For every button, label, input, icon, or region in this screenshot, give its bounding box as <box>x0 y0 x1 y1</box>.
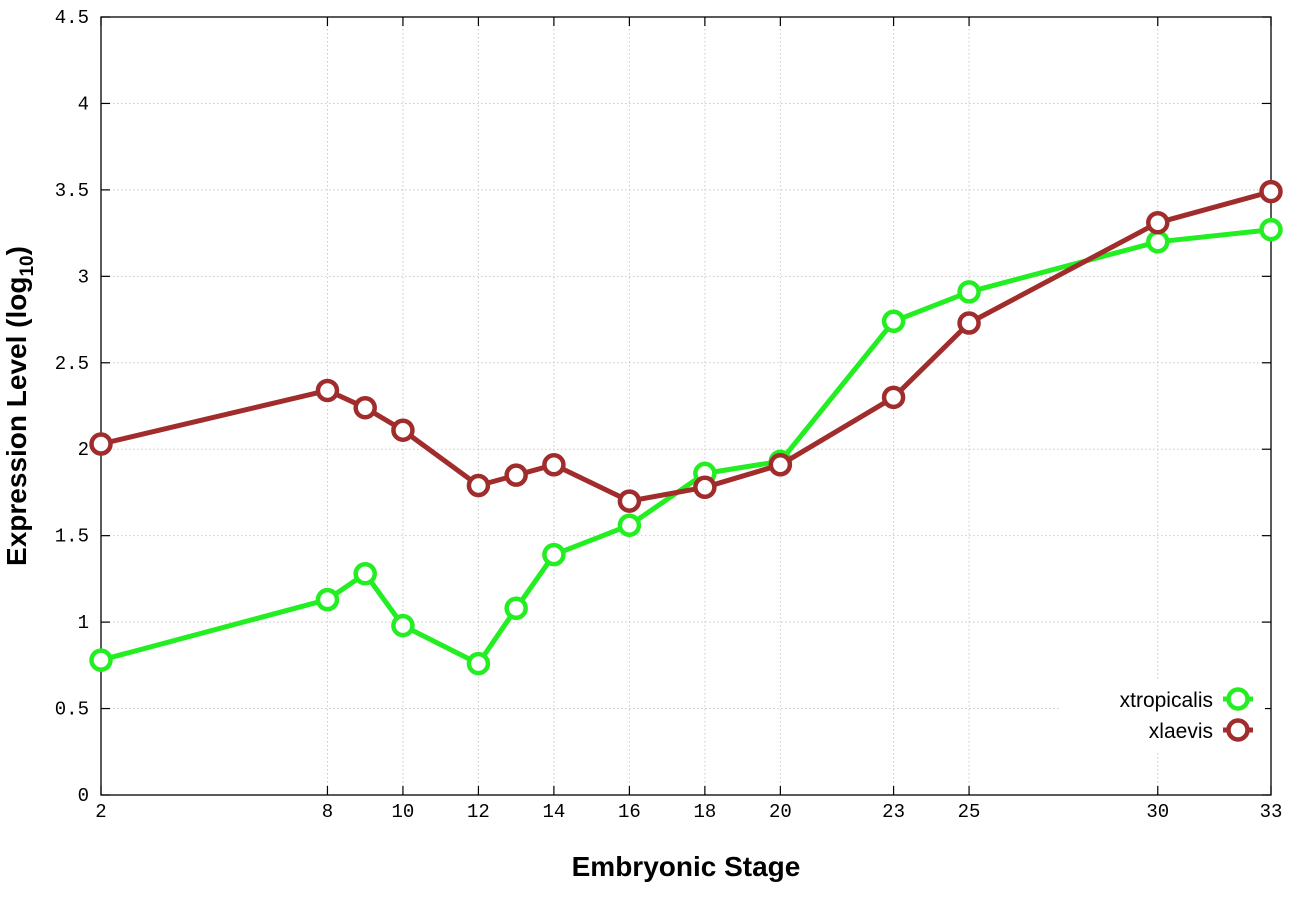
x-tick-label: 16 <box>618 801 641 823</box>
data-point-xtropicalis <box>617 513 642 538</box>
series-line-xtropicalis <box>100 227 1272 667</box>
y-tick-label: 4 <box>78 93 89 115</box>
data-point-xlaevis <box>881 385 906 410</box>
data-point-xtropicalis <box>1259 217 1283 242</box>
legend-label-xtropicalis: xtropicalis <box>1120 689 1213 712</box>
data-point-xlaevis <box>768 453 793 477</box>
data-point-xlaevis <box>353 395 377 420</box>
data-point-xlaevis <box>957 311 981 335</box>
y-tick-label: 2.5 <box>55 353 89 375</box>
data-point-xlaevis <box>315 378 340 403</box>
y-axis-title-close: ) <box>1 246 32 255</box>
y-tick-label: 3.5 <box>55 180 89 202</box>
x-tick-label: 18 <box>693 801 716 823</box>
legend-key-marker-xlaevis <box>1226 718 1250 742</box>
x-tick-label: 8 <box>322 801 333 823</box>
data-point-xlaevis <box>466 473 491 498</box>
x-axis-title: Embryonic Stage <box>572 851 801 882</box>
data-point-xtropicalis <box>1146 230 1170 254</box>
data-point-xtropicalis <box>504 596 528 621</box>
y-tick-label: 3 <box>78 266 89 288</box>
y-tick-label: 1.5 <box>55 526 89 548</box>
legend-label-xlaevis: xlaevis <box>1149 720 1213 743</box>
grid-lines <box>101 17 1271 795</box>
tick-labels: 0 0.5 1 1.5 2 2.5 3 3.5 4 4.5 2 8 10 12 14 16 18 20 23 25 30… <box>55 7 1283 823</box>
data-point-xlaevis <box>1146 210 1170 235</box>
data-point-xtropicalis <box>391 613 415 638</box>
data-point-xtropicalis <box>353 561 377 586</box>
y-tick-label: 2 <box>78 439 89 461</box>
series-xtropicalis <box>89 217 1283 676</box>
plot-area-border <box>100 16 1272 796</box>
legend-key-marker-xtropicalis <box>1226 687 1250 711</box>
data-point-xtropicalis <box>542 542 566 567</box>
data-point-xlaevis <box>391 418 415 442</box>
data-point-xtropicalis <box>315 587 340 612</box>
x-tick-label: 20 <box>769 801 792 823</box>
y-axis-title: Expression Level (log10) <box>1 246 38 566</box>
data-point-xlaevis <box>89 432 113 456</box>
series-layer <box>89 179 1283 676</box>
y-axis-title-main: Expression Level (log <box>1 277 32 566</box>
y-tick-label: 4.5 <box>55 7 89 29</box>
data-point-xtropicalis <box>957 280 981 304</box>
x-tick-label: 10 <box>392 801 415 823</box>
x-tick-label: 30 <box>1146 801 1169 823</box>
data-point-xlaevis <box>693 475 717 500</box>
x-tick-label: 25 <box>958 801 981 823</box>
y-tick-label: 1 <box>78 612 89 634</box>
y-axis-title-subscript: 10 <box>17 255 38 276</box>
x-tick-label: 23 <box>882 801 905 823</box>
axis-ticks <box>100 16 1272 796</box>
legend: xtropicalis xlaevis <box>1060 680 1265 752</box>
x-tick-label: 33 <box>1260 801 1283 823</box>
x-tick-label: 12 <box>467 801 490 823</box>
x-tick-label: 2 <box>95 801 106 823</box>
data-point-xtropicalis <box>881 309 906 334</box>
y-tick-label: 0 <box>78 785 89 807</box>
data-point-xlaevis <box>504 463 528 487</box>
x-tick-label: 14 <box>542 801 565 823</box>
data-point-xlaevis <box>1259 179 1283 204</box>
y-tick-label: 0.5 <box>55 699 89 721</box>
data-point-xtropicalis <box>466 651 491 676</box>
series-xlaevis <box>89 179 1283 513</box>
series-line-xlaevis <box>100 189 1272 504</box>
data-point-xtropicalis <box>89 648 113 672</box>
data-point-xlaevis <box>617 489 642 513</box>
data-point-xlaevis <box>542 453 566 477</box>
